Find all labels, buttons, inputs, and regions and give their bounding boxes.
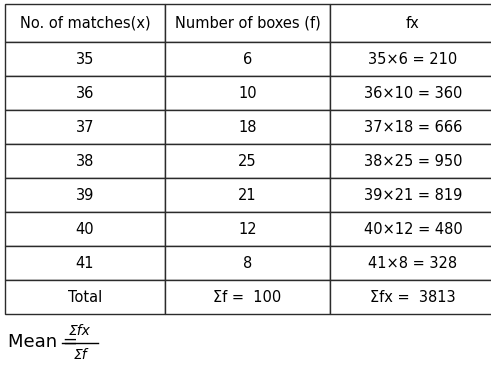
Text: 40: 40 [76, 222, 94, 237]
Bar [5, 76, 165, 110]
Text: No. of matches(x): No. of matches(x) [20, 15, 150, 30]
Bar [5, 4, 165, 42]
Bar [165, 178, 330, 212]
Bar [330, 246, 491, 280]
Text: 39×21 = 819: 39×21 = 819 [364, 187, 462, 202]
Text: Mean =: Mean = [8, 333, 83, 351]
Bar [5, 178, 165, 212]
Text: 6: 6 [243, 51, 252, 66]
Text: 35×6 = 210: 35×6 = 210 [368, 51, 458, 66]
Text: 37×18 = 666: 37×18 = 666 [364, 119, 462, 134]
Text: 18: 18 [238, 119, 257, 134]
Text: 38×25 = 950: 38×25 = 950 [364, 154, 462, 169]
Bar [165, 4, 330, 42]
Text: Σfx: Σfx [69, 324, 91, 338]
Text: Number of boxes (f): Number of boxes (f) [175, 15, 320, 30]
Bar [330, 110, 491, 144]
Text: 36: 36 [76, 86, 94, 101]
Text: 35: 35 [76, 51, 94, 66]
Bar [5, 212, 165, 246]
Bar [330, 76, 491, 110]
Text: fx: fx [406, 15, 420, 30]
Text: Σfx =  3813: Σfx = 3813 [370, 290, 456, 305]
Bar [165, 246, 330, 280]
Bar [165, 280, 330, 314]
Bar [165, 76, 330, 110]
Text: Σf: Σf [73, 348, 87, 362]
Bar [165, 110, 330, 144]
Text: Total: Total [68, 290, 102, 305]
Bar [330, 4, 491, 42]
Text: 41: 41 [76, 255, 94, 270]
Bar [165, 144, 330, 178]
Text: Σf =  100: Σf = 100 [214, 290, 282, 305]
Bar [330, 144, 491, 178]
Bar [5, 280, 165, 314]
Text: 12: 12 [238, 222, 257, 237]
Bar [330, 212, 491, 246]
Text: 36×10 = 360: 36×10 = 360 [364, 86, 462, 101]
Text: 38: 38 [76, 154, 94, 169]
Text: 40×12 = 480: 40×12 = 480 [364, 222, 463, 237]
Bar [330, 178, 491, 212]
Bar [5, 42, 165, 76]
Bar [165, 212, 330, 246]
Text: 41×8 = 328: 41×8 = 328 [368, 255, 458, 270]
Bar [5, 246, 165, 280]
Bar [330, 280, 491, 314]
Text: 10: 10 [238, 86, 257, 101]
Text: 39: 39 [76, 187, 94, 202]
Bar [5, 110, 165, 144]
Bar [5, 144, 165, 178]
Bar [330, 42, 491, 76]
Text: 37: 37 [76, 119, 94, 134]
Text: 8: 8 [243, 255, 252, 270]
Bar [165, 42, 330, 76]
Text: 25: 25 [238, 154, 257, 169]
Text: 21: 21 [238, 187, 257, 202]
